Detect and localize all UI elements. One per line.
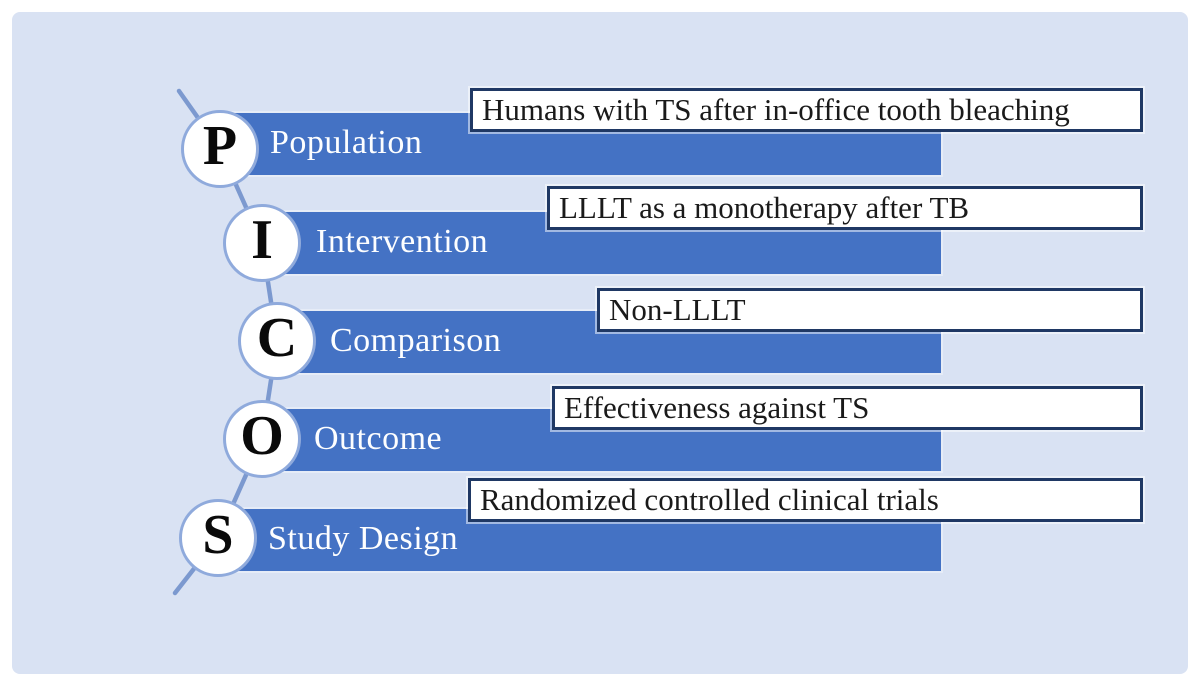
intervention-bar-label: Intervention — [316, 222, 489, 260]
comparison-detail-box: Non-LLLT — [597, 288, 1143, 332]
outcome-bar-label: Outcome — [314, 419, 443, 457]
intervention-circle: I — [223, 204, 301, 282]
study-design-detail-box: Randomized controlled clinical trials — [468, 478, 1143, 522]
comparison-bar-label: Comparison — [330, 321, 502, 359]
intervention-circle-letter: I — [251, 209, 273, 271]
outcome-circle-letter: O — [240, 405, 284, 467]
comparison-circle: C — [238, 302, 316, 380]
population-detail-box: Humans with TS after in-office tooth ble… — [470, 88, 1143, 132]
population-detail-text: Humans with TS after in-office tooth ble… — [482, 91, 1070, 127]
comparison-detail-text: Non-LLLT — [609, 291, 746, 327]
study-design-circle: S — [179, 499, 257, 577]
intervention-detail-text: LLLT as a monotherapy after TB — [559, 189, 970, 225]
outcome-detail-text: Effectiveness against TS — [564, 389, 870, 425]
intervention-detail-box: LLLT as a monotherapy after TB — [547, 186, 1143, 230]
outcome-circle: O — [223, 400, 301, 478]
study-design-circle-letter: S — [202, 504, 234, 566]
population-circle: P — [181, 110, 259, 188]
outcome-detail-box: Effectiveness against TS — [552, 386, 1143, 430]
study-design-bar-label: Study Design — [268, 519, 459, 557]
population-circle-letter: P — [202, 115, 238, 177]
study-design-detail-text: Randomized controlled clinical trials — [480, 481, 939, 517]
comparison-circle-letter: C — [256, 307, 298, 369]
population-bar-label: Population — [270, 123, 423, 161]
